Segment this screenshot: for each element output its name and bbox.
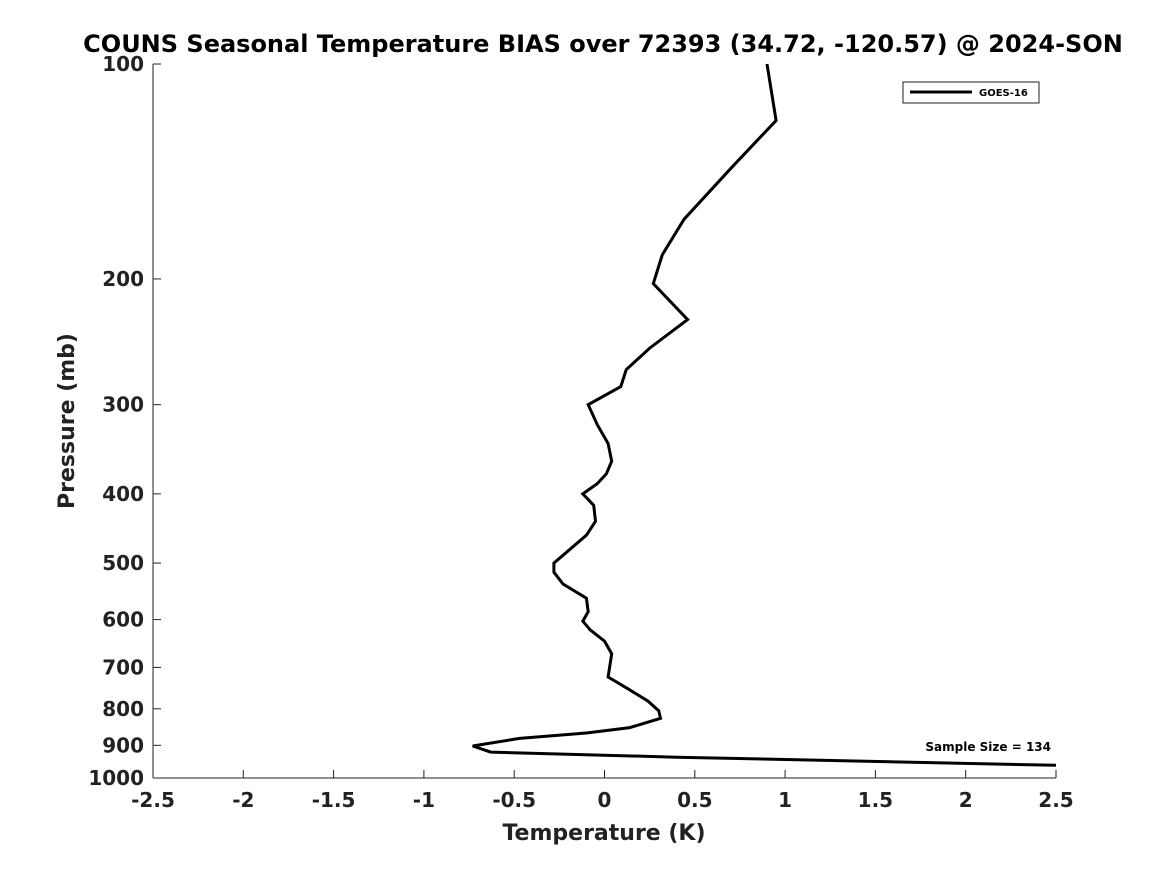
x-tick-label: 0.5 (677, 788, 712, 812)
x-tick-label: -0.5 (492, 788, 536, 812)
x-tick-label: -1.5 (312, 788, 356, 812)
plot-area (153, 64, 1056, 778)
series-line-goes-16 (472, 63, 1057, 767)
x-tick-label: -2 (232, 788, 254, 812)
y-tick-label: 500 (102, 551, 144, 575)
chart-title: COUNS Seasonal Temperature BIAS over 723… (83, 30, 1123, 58)
x-tick-label: -1 (413, 788, 435, 812)
x-tick-label: 2 (959, 788, 973, 812)
y-tick-label: 600 (102, 608, 144, 632)
series-layer (472, 63, 1057, 767)
y-tick-label: 700 (102, 655, 144, 679)
y-tick-label: 900 (102, 733, 144, 757)
x-tick-label: 1 (778, 788, 792, 812)
y-tick-label: 400 (102, 482, 144, 506)
y-axis-ticks: 100 200 300 400 500 600 700 800 900 1000 (88, 52, 161, 790)
legend-label-goes-16: GOES-16 (979, 88, 1028, 99)
legend: GOES-16 (902, 81, 1040, 104)
x-tick-label: 0 (598, 788, 612, 812)
x-tick-label: 2.5 (1038, 788, 1073, 812)
x-tick-label: 1.5 (858, 788, 893, 812)
y-axis-label: Pressure (mb) (55, 333, 80, 509)
y-tick-label: 100 (102, 52, 144, 76)
y-tick-label: 300 (102, 393, 144, 417)
y-tick-label: 800 (102, 697, 144, 721)
y-tick-label: 1000 (88, 766, 144, 790)
x-axis-label: Temperature (K) (502, 821, 705, 846)
y-tick-label: 200 (102, 267, 144, 291)
x-axis-ticks: -2.5 -2 -1.5 -1 -0.5 0 0.5 1 1.5 2 2.5 (131, 770, 1074, 812)
x-tick-label: -2.5 (131, 788, 175, 812)
sample-size-annotation: Sample Size = 134 (925, 740, 1051, 754)
